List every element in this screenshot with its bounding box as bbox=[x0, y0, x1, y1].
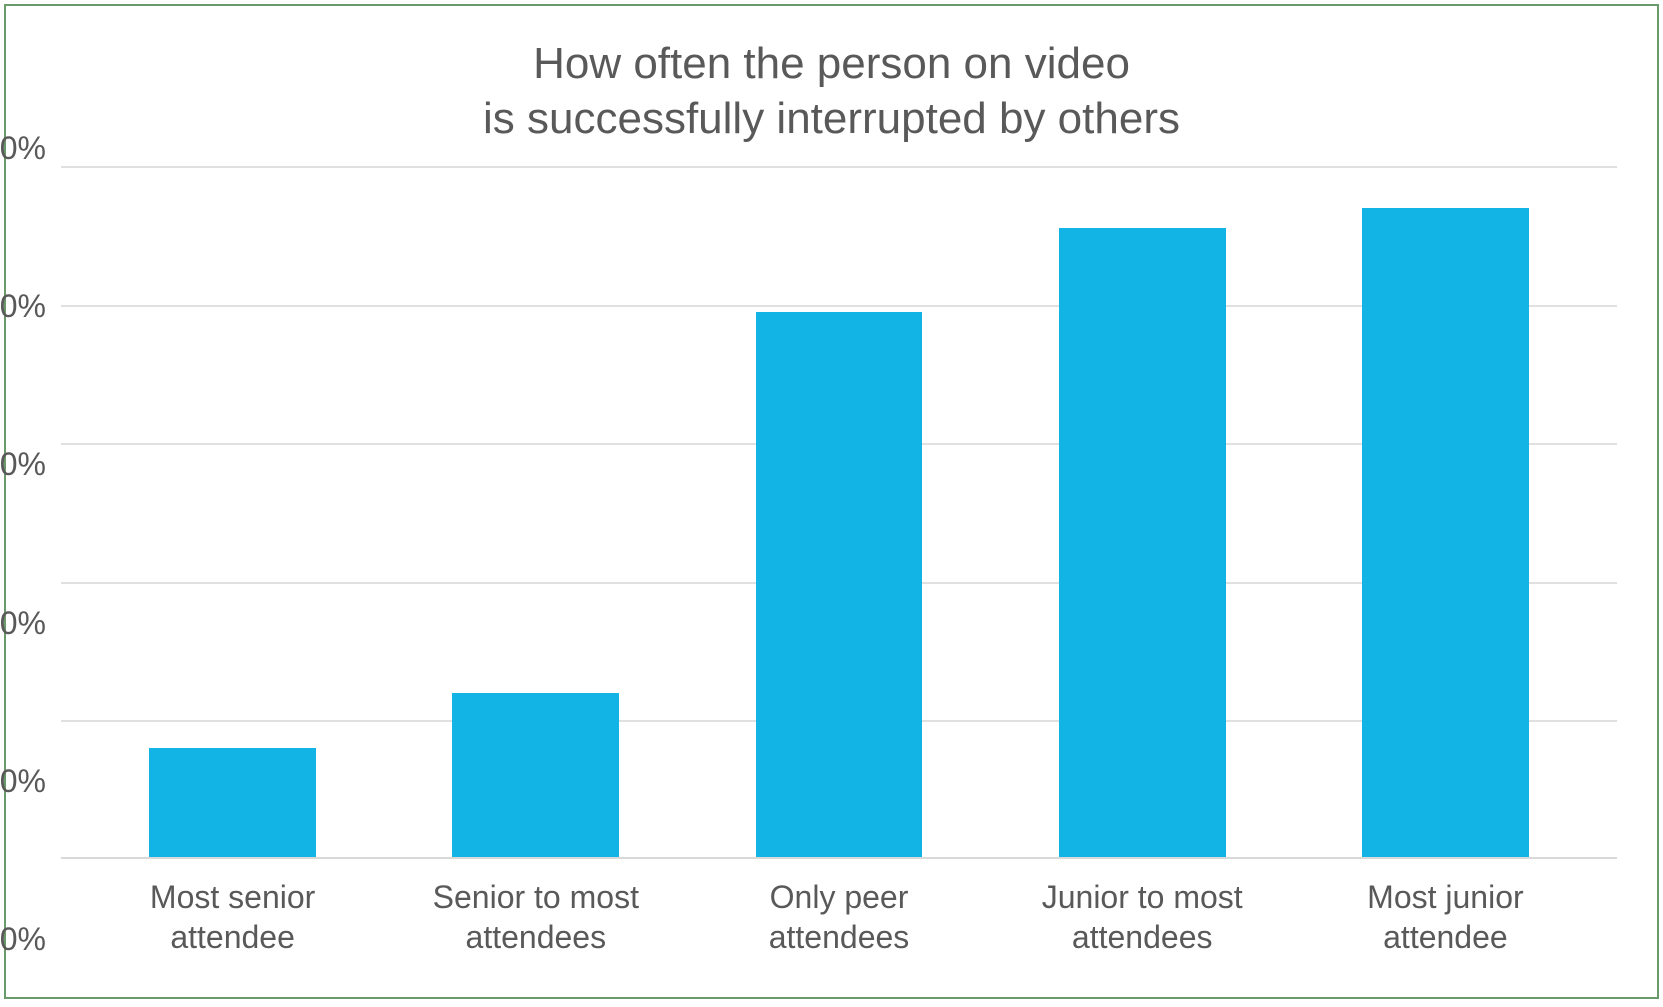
chart-title-line1: How often the person on video bbox=[533, 39, 1130, 88]
chart-title: How often the person on video is success… bbox=[46, 36, 1617, 146]
bar-slot bbox=[384, 166, 687, 859]
bar bbox=[1362, 208, 1529, 859]
x-tick-label: Senior to mostattendees bbox=[384, 877, 687, 957]
x-tick-label: Junior to mostattendees bbox=[991, 877, 1294, 957]
x-axis: Most seniorattendeeSenior to mostattende… bbox=[61, 859, 1617, 957]
bar bbox=[452, 693, 619, 859]
x-tick-label: Only peerattendees bbox=[687, 877, 990, 957]
baseline bbox=[61, 857, 1617, 859]
bar bbox=[149, 748, 316, 859]
bar-slot bbox=[81, 166, 384, 859]
chart-frame: How often the person on video is success… bbox=[4, 4, 1659, 999]
bar-slot bbox=[687, 166, 990, 859]
bars-container bbox=[61, 166, 1617, 859]
plot-wrap: 100%80%60%40%20%0% Most seniorattendeeSe… bbox=[46, 166, 1617, 957]
x-tick-label: Most seniorattendee bbox=[81, 877, 384, 957]
x-tick-label: Most juniorattendee bbox=[1294, 877, 1597, 957]
grid-area bbox=[61, 166, 1617, 859]
chart-title-line2: is successfully interrupted by others bbox=[483, 94, 1180, 143]
plot-area: Most seniorattendeeSenior to mostattende… bbox=[61, 166, 1617, 957]
bar-slot bbox=[1294, 166, 1597, 859]
bar bbox=[1059, 228, 1226, 859]
bar-slot bbox=[991, 166, 1294, 859]
y-axis: 100%80%60%40%20%0% bbox=[46, 166, 61, 957]
bar bbox=[756, 312, 923, 859]
